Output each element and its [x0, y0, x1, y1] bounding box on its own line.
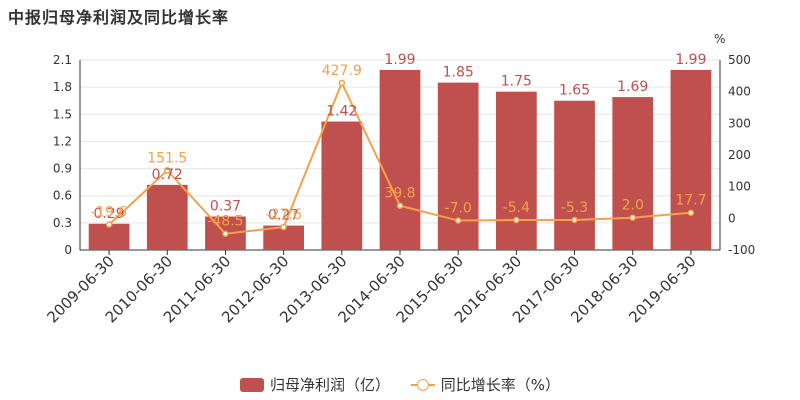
legend-label-growth: 同比增长率（%） — [440, 376, 561, 394]
y-left-tick-label: 0.3 — [53, 216, 72, 230]
bar-value-label: 1.75 — [501, 74, 532, 90]
y-right-tick-label: -100 — [728, 243, 755, 257]
line-point — [222, 230, 229, 237]
line-value-label: -48.5 — [207, 214, 243, 230]
legend-item-growth[interactable]: 同比增长率（%） — [410, 374, 561, 395]
y-left-tick-label: 0.9 — [53, 162, 72, 176]
legend-item-profit[interactable]: 归母净利润（亿） — [239, 374, 390, 395]
legend-line-swatch — [410, 378, 435, 392]
y-right-tick-label: 100 — [728, 180, 751, 194]
line-point — [396, 202, 404, 209]
y-left-tick-label: 1.8 — [53, 80, 72, 94]
line-point — [513, 216, 520, 224]
bar-value-label: 0.27 — [268, 208, 299, 224]
line-point — [687, 209, 695, 216]
line-value-label: 427.9 — [322, 63, 362, 79]
line-value-label: -27.6 — [266, 207, 302, 223]
y-right-tick-label: 200 — [728, 148, 751, 162]
y-right-tick-label: 500 — [728, 53, 751, 67]
y-left-tick-label: 0.6 — [53, 189, 72, 203]
line-value-label: -5.4 — [503, 200, 530, 216]
line-point — [280, 223, 287, 231]
y-right-tick-label: 300 — [728, 116, 751, 130]
bar-value-label: 1.69 — [617, 79, 648, 95]
bar-value-label: 1.99 — [384, 52, 415, 68]
line-value-label: 39.8 — [384, 186, 415, 202]
y-left-tick-label: 1.2 — [53, 134, 72, 148]
bar-value-label: 0.37 — [210, 199, 241, 215]
bar-value-label: 1.85 — [443, 65, 474, 81]
y-right-tick-label: 0 — [728, 211, 736, 225]
line-point — [454, 217, 462, 224]
line-point — [629, 214, 636, 221]
y-left-tick-label: 1.5 — [53, 107, 72, 121]
bar — [554, 100, 595, 250]
legend-label-profit: 归母净利润（亿） — [269, 376, 390, 394]
line-point — [571, 216, 578, 224]
bar — [496, 91, 537, 251]
line-value-label: -5.3 — [561, 200, 588, 216]
bar — [437, 82, 479, 250]
legend-bar-swatch — [239, 377, 264, 392]
line-point — [164, 167, 171, 174]
line-value-label: -7.0 — [445, 201, 472, 217]
line-point — [338, 79, 346, 87]
bar-value-label: 1.65 — [559, 83, 590, 99]
line-value-label: -19.6 — [91, 205, 127, 221]
bar — [146, 184, 188, 250]
bar-value-label: 0.72 — [152, 167, 183, 183]
bar-value-label: 1.99 — [675, 52, 706, 68]
right-axis-unit: % — [714, 32, 726, 46]
bar — [321, 121, 363, 251]
bar — [612, 97, 654, 250]
y-left-tick-label: 0 — [64, 243, 72, 257]
y-right-tick-label: 400 — [728, 85, 751, 99]
bar-value-label: 1.42 — [326, 104, 357, 120]
legend: 归母净利润（亿） 同比增长率（%） — [0, 374, 800, 396]
line-value-label: 2.0 — [622, 198, 644, 214]
chart-title: 中报归母净利润及同比增长率 — [8, 8, 230, 27]
bar — [670, 69, 712, 250]
bar-value-label: 0.29 — [94, 206, 125, 222]
line-value-label: 151.5 — [147, 150, 187, 166]
line-point — [105, 221, 113, 228]
line-value-label: 17.7 — [675, 193, 706, 209]
y-left-tick-label: 2.1 — [53, 53, 72, 67]
bar — [88, 223, 130, 250]
bar — [379, 69, 421, 250]
